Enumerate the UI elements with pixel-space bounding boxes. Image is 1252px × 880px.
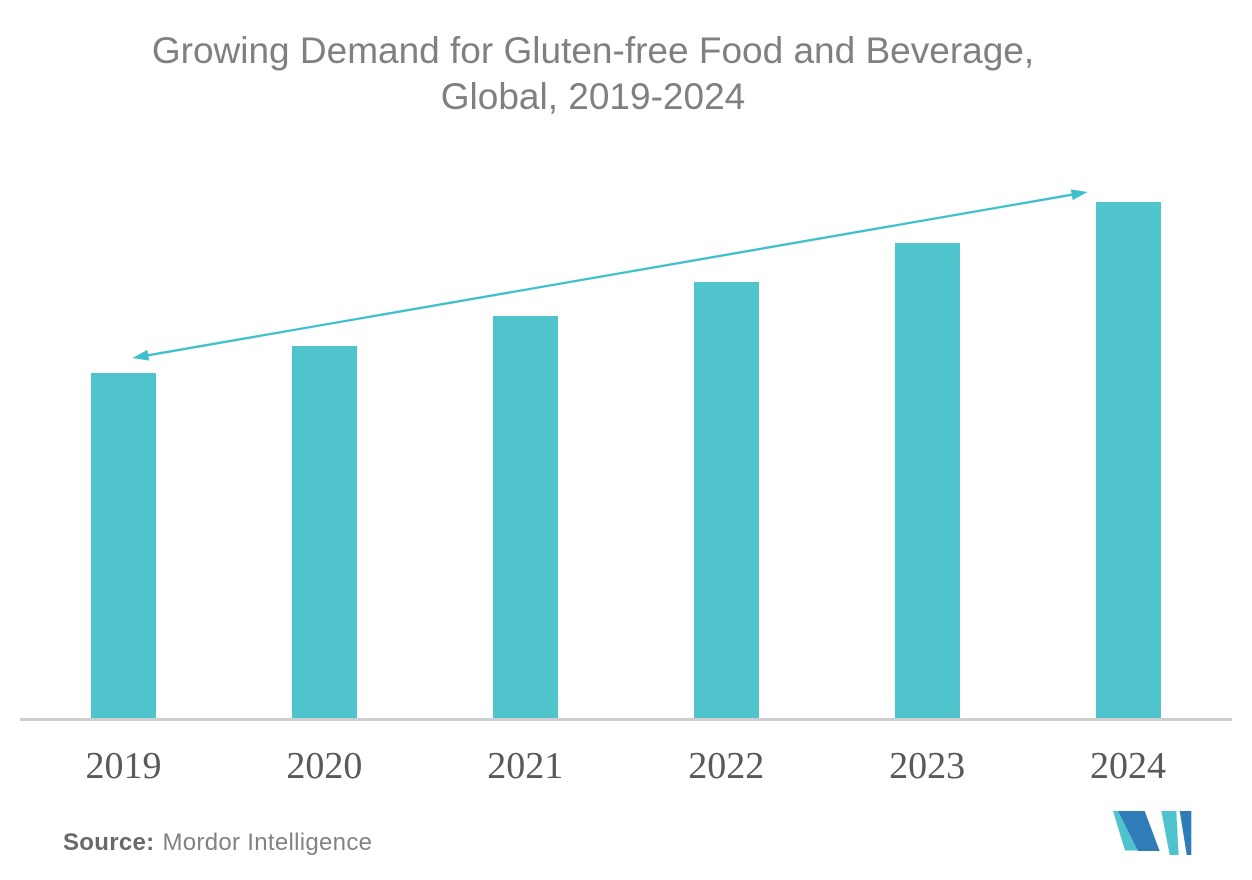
chart-title-line1: Growing Demand for Gluten-free Food and … bbox=[151, 30, 1035, 71]
logo-right-blue-wedge bbox=[1179, 811, 1192, 855]
x-tick-label-2023: 2023 bbox=[889, 745, 966, 787]
x-tick-label-2024: 2024 bbox=[1090, 745, 1166, 787]
bar-2019 bbox=[91, 373, 156, 719]
trend-arrow-head-left bbox=[132, 349, 150, 361]
bar-2024 bbox=[1095, 202, 1161, 719]
bar-2020 bbox=[291, 346, 357, 719]
x-tick-label-2021: 2021 bbox=[487, 745, 564, 787]
x-tick-label-2020: 2020 bbox=[286, 745, 363, 787]
source-value: Mordor Intelligence bbox=[162, 829, 373, 856]
x-tick-label-2019: 2019 bbox=[85, 745, 162, 787]
source-label: Source: bbox=[63, 829, 155, 856]
chart-title-line2: Global, 2019-2024 bbox=[440, 76, 746, 117]
logo-left-teal-ribbon bbox=[1113, 811, 1138, 851]
bar-2021 bbox=[492, 316, 558, 719]
trend-arrow-head-right bbox=[1070, 189, 1088, 201]
bar-2023 bbox=[894, 243, 960, 719]
x-tick-label-2022: 2022 bbox=[688, 745, 765, 787]
logo-left-blue-ribbon bbox=[1118, 811, 1160, 851]
source-caption: Source: Mordor Intelligence bbox=[63, 829, 372, 857]
bar-2022 bbox=[693, 282, 759, 719]
logo-right-teal-ribbon bbox=[1161, 811, 1179, 855]
chart-title: Growing Demand for Gluten-free Food and … bbox=[0, 28, 1186, 120]
x-axis-line bbox=[20, 718, 1232, 721]
mordor-intelligence-logo bbox=[1113, 811, 1192, 855]
